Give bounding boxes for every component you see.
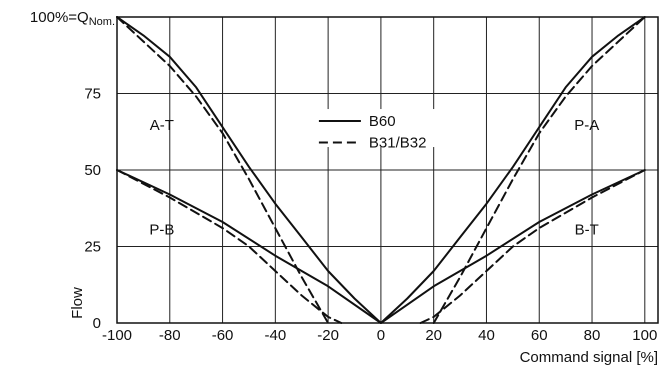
x-tick-labels: -100 -80 -60 -40 -20 0 20 40 60 80 100: [102, 327, 657, 344]
x-axis-label: Command signal [%]: [520, 349, 658, 366]
y-top-label-prefix: 100%=Q: [30, 9, 89, 26]
plot-frame: [116, 16, 659, 324]
x-tick-label: -100: [102, 327, 132, 344]
series-b31-bt: [419, 169, 646, 324]
x-tick-label: -40: [264, 327, 286, 344]
region-label: A-T: [150, 117, 174, 134]
y-tick-label: 0: [93, 315, 101, 332]
legend-label-b60: B60: [369, 113, 396, 130]
y-tick-label: 75: [84, 86, 101, 103]
y-top-label: 100%=QNom.: [30, 9, 115, 28]
x-tick-label: 20: [425, 327, 442, 344]
x-tick-label: 40: [478, 327, 495, 344]
series-b31-pb: [116, 169, 343, 324]
y-tick-labels: 0 25 50 75: [84, 86, 101, 333]
region-label: P-B: [149, 221, 174, 238]
y-axis-label: Flow: [69, 287, 86, 319]
x-tick-label: 80: [584, 327, 601, 344]
series-b31-pa: [432, 16, 646, 324]
x-tick-label: 100: [632, 327, 657, 344]
region-label: P-A: [574, 117, 599, 134]
series-b31-at: [116, 16, 330, 324]
region-labels: A-T P-A P-B B-T: [149, 117, 599, 238]
region-label: B-T: [575, 221, 599, 238]
x-tick-label: -80: [159, 327, 181, 344]
y-tick-label: 25: [84, 239, 101, 256]
x-tick-label: 0: [377, 327, 385, 344]
legend-background: [314, 109, 457, 148]
grid-lines: [116, 16, 658, 324]
legend-label-b31-b32: B31/B32: [369, 134, 427, 151]
x-tick-label: -20: [317, 327, 339, 344]
x-tick-label: 60: [531, 327, 548, 344]
y-tick-label: 50: [84, 162, 101, 179]
x-tick-label: -60: [212, 327, 234, 344]
legend: B60 B31/B32: [314, 109, 457, 151]
y-top-label-subscript: Nom.: [89, 16, 115, 28]
